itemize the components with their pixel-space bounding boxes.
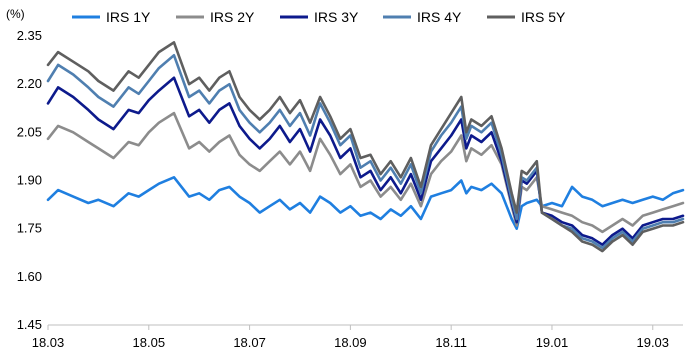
y-tick-label: 2.20 bbox=[17, 76, 42, 91]
legend-label: IRS 2Y bbox=[210, 9, 255, 25]
x-tick-label: 18.09 bbox=[334, 335, 367, 350]
y-tick-label: 1.90 bbox=[17, 173, 42, 188]
x-tick-label: 18.05 bbox=[133, 335, 166, 350]
unit-label: (%) bbox=[6, 7, 25, 21]
series-lines bbox=[46, 41, 685, 253]
legend-label: IRS 3Y bbox=[314, 9, 359, 25]
y-tick-label: 2.35 bbox=[17, 28, 42, 43]
y-tick-label: 1.60 bbox=[17, 269, 42, 284]
y-tick-label: 1.75 bbox=[17, 221, 42, 236]
y-tick-label: 2.05 bbox=[17, 124, 42, 139]
x-tick-label: 18.07 bbox=[233, 335, 266, 350]
series-line-irs-1y bbox=[46, 176, 685, 230]
series-line-irs-5y bbox=[46, 41, 685, 253]
series-line-irs-4y bbox=[46, 53, 685, 250]
x-tick-label: 19.01 bbox=[536, 335, 569, 350]
legend-label: IRS 5Y bbox=[521, 9, 566, 25]
legend-label: IRS 4Y bbox=[417, 9, 462, 25]
series-line-irs-2y bbox=[46, 111, 685, 234]
x-tick-label: 19.03 bbox=[636, 335, 669, 350]
x-tick-label: 18.03 bbox=[32, 335, 65, 350]
x-axis-ticks: 18.03 18.05 18.07 18.09 18.11 19.01 19.03 bbox=[32, 325, 669, 350]
legend-label: IRS 1Y bbox=[106, 9, 151, 25]
legend: IRS 1Y IRS 2Y IRS 3Y IRS 4Y IRS 5Y bbox=[72, 9, 566, 25]
x-tick-label: 18.11 bbox=[435, 335, 467, 350]
series-line-irs-3y bbox=[46, 76, 685, 246]
y-tick-label: 1.45 bbox=[17, 317, 42, 332]
y-axis-ticks: 2.35 2.20 2.05 1.90 1.75 1.60 1.45 bbox=[17, 28, 42, 332]
